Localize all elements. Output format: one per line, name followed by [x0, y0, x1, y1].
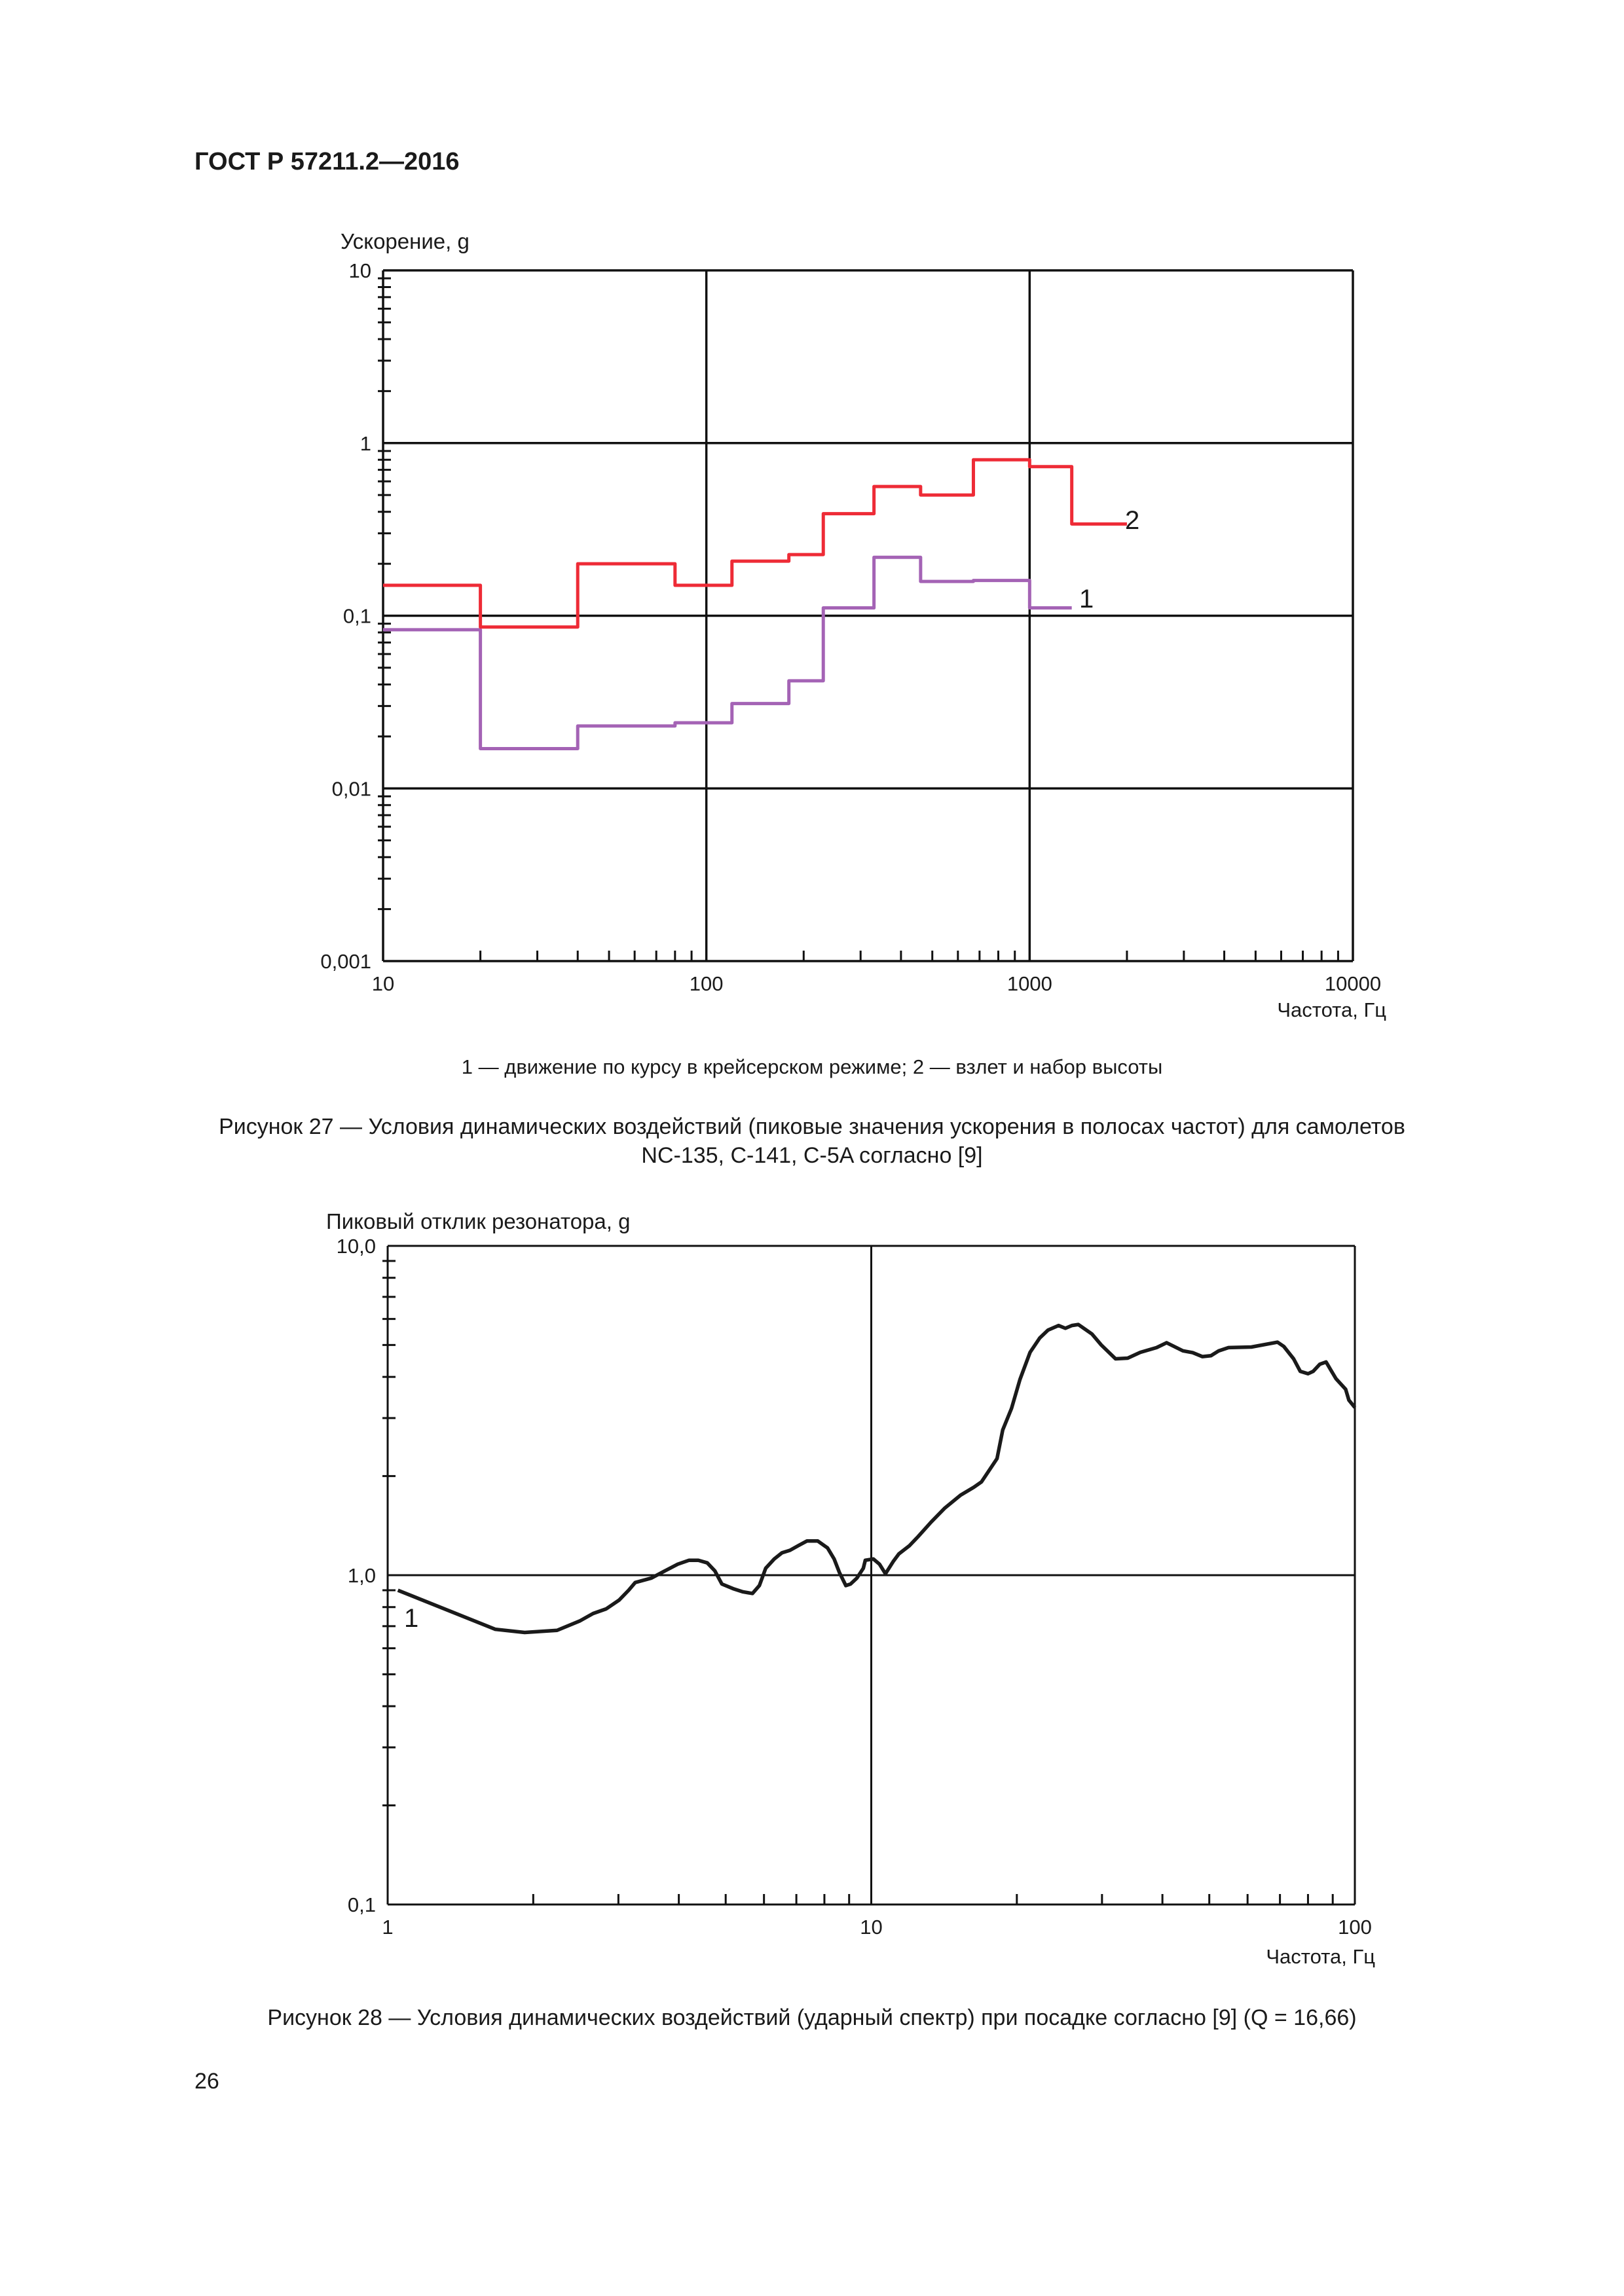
y-tick-label: 1,0: [348, 1564, 376, 1587]
series-2-line: [383, 458, 1127, 629]
y-tick-label: 10,0: [337, 1235, 376, 1258]
x-tick-label: 10: [372, 972, 394, 995]
y-tick-label: 0,1: [343, 605, 371, 628]
document-header: ГОСТ Р 57211.2—2016: [194, 148, 460, 175]
figure-27-caption-line2: NC-135, C-141, C-5A согласно [9]: [641, 1143, 983, 1168]
series-label-1: 1: [1079, 585, 1094, 613]
x-tick-label: 10000: [1325, 972, 1381, 995]
series-1-line: [383, 555, 1072, 750]
figure-27-chart: Ускорение, g Частота, Гц 2 1 10 100 1000 10…: [320, 229, 1386, 1021]
y-tick-label: 0,1: [348, 1893, 376, 1916]
x-tick-label: 1000: [1007, 972, 1052, 995]
x-axis-label: Частота, Гц: [1266, 1945, 1375, 1968]
figure-27-caption: Рисунок 27 — Условия динамических воздей…: [219, 1114, 1405, 1139]
y-axis-label: Ускорение, g: [341, 229, 470, 253]
x-tick-label: 100: [690, 972, 724, 995]
figure-27-legend: 1 — движение по курсу в крейсерском режи…: [461, 1055, 1163, 1078]
x-axis-label: Частота, Гц: [1277, 998, 1386, 1021]
y-tick-label: 0,01: [332, 777, 371, 800]
figure-28-chart: Пиковый отклик резонатора, g Частота, Гц…: [326, 1209, 1375, 1968]
series-label-1: 1: [404, 1604, 418, 1633]
x-tick-label: 100: [1338, 1916, 1372, 1939]
y-tick-label: 10: [349, 259, 371, 282]
x-tick-label: 10: [860, 1916, 882, 1939]
y-tick-label: 0,001: [320, 950, 371, 973]
y-tick-label: 1: [360, 432, 371, 455]
y-axis-label: Пиковый отклик резонатора, g: [326, 1209, 630, 1233]
figure-28-caption: Рисунок 28 — Условия динамических воздей…: [267, 2005, 1357, 2030]
series-1-line: [397, 1322, 1357, 1635]
series-label-2: 2: [1125, 506, 1139, 535]
x-tick-label: 1: [382, 1916, 393, 1939]
page-number: 26: [194, 2069, 219, 2094]
